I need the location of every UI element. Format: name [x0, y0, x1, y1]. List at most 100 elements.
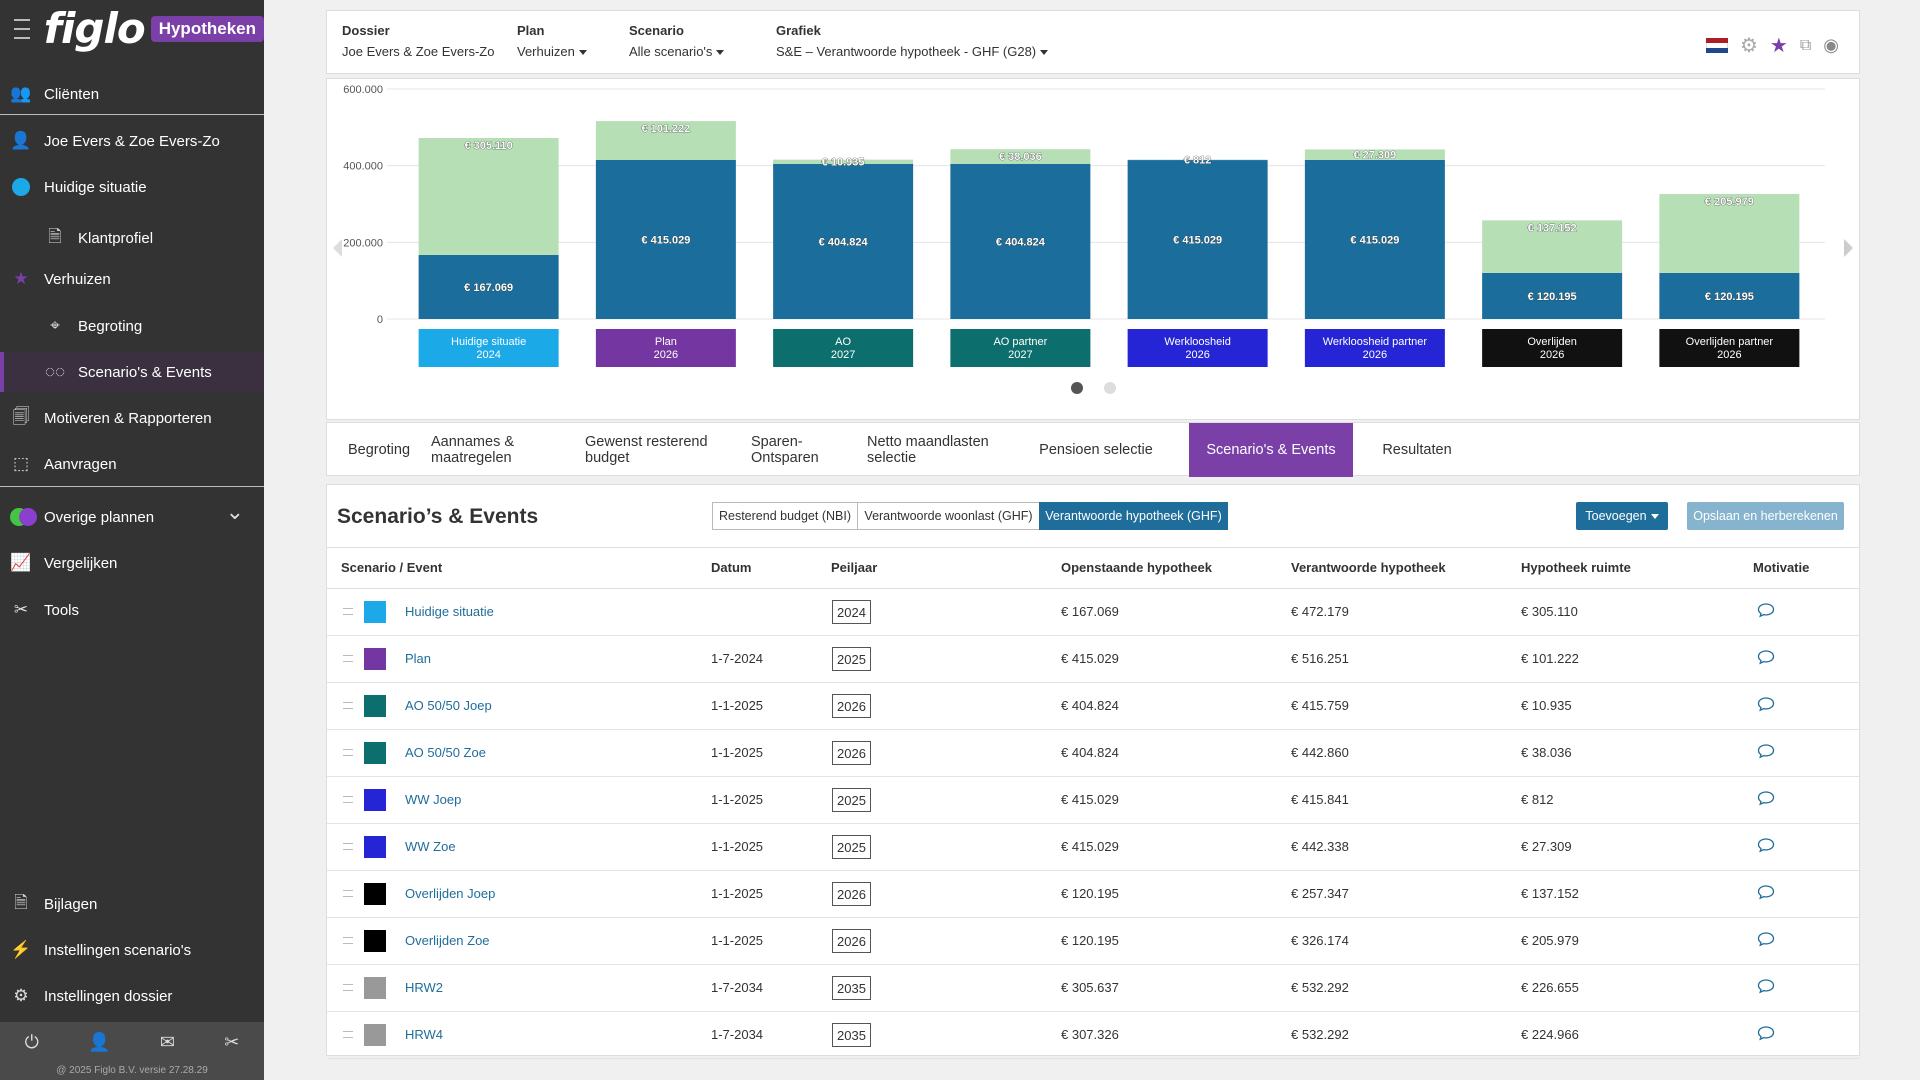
- table-row[interactable]: WW Zoe 1-1-2025 2025 € 415.029 € 442.338 € 27…: [327, 824, 1859, 871]
- table-row[interactable]: Plan 1-7-2024 2025 € 415.029 € 516.251 € 101.…: [327, 636, 1859, 683]
- add-button[interactable]: Toevoegen: [1576, 502, 1668, 530]
- scenario-name-link[interactable]: AO 50/50 Zoe: [405, 745, 486, 760]
- dutch-flag-icon[interactable]: [1705, 37, 1728, 54]
- tab-gewenst-resterend-budget[interactable]: Gewenst resterend budget: [585, 434, 708, 466]
- toggle-resterend-budget-nbi[interactable]: Resterend budget (NBI): [712, 502, 858, 530]
- tab-pensioen-selectie[interactable]: Pensioen selectie: [1039, 442, 1153, 458]
- sidebar-item-verhuizen[interactable]: ★ Verhuizen: [0, 259, 264, 299]
- scenario-name-link[interactable]: WW Joep: [405, 792, 462, 807]
- comment-icon[interactable]: [1757, 743, 1775, 759]
- comment-icon[interactable]: [1757, 602, 1775, 618]
- scenario-name-link[interactable]: WW Zoe: [405, 839, 456, 854]
- user-icon[interactable]: 👤: [88, 1031, 111, 1052]
- sidebar-item-instellingen-scenario-s[interactable]: ⚡ Instellingen scenario's: [0, 930, 264, 970]
- comment-icon[interactable]: [1757, 696, 1775, 712]
- grafiek-dropdown[interactable]: Grafiek S&E – Verantwoorde hypotheek - G…: [776, 23, 1049, 59]
- comment-icon[interactable]: [1757, 649, 1775, 665]
- tab-netto-maandlasten-selectie[interactable]: Netto maandlasten selectie: [867, 434, 989, 466]
- scenario-name-link[interactable]: AO 50/50 Joep: [405, 698, 492, 713]
- dossier-field[interactable]: Dossier Joe Evers & Zoe Evers-Zo: [342, 23, 494, 59]
- table-row[interactable]: WW Joep 1-1-2025 2025 € 415.029 € 415.841 € 8…: [327, 777, 1859, 824]
- toggle-verantwoorde-woonlast-ghf[interactable]: Verantwoorde woonlast (GHF): [857, 502, 1040, 530]
- tab-resultaten[interactable]: Resultaten: [1382, 442, 1452, 458]
- peiljaar-input[interactable]: 2026: [832, 694, 871, 718]
- carousel-right-arrow-icon[interactable]: [1844, 239, 1853, 257]
- gear-icon[interactable]: ⚙: [1739, 35, 1758, 57]
- power-icon[interactable]: ⏻: [24, 1031, 39, 1052]
- data-label: € 120.195: [1705, 291, 1754, 303]
- sidebar-item-huidige-situatie[interactable]: Huidige situatie: [0, 167, 264, 207]
- peiljaar-input[interactable]: 2026: [832, 929, 871, 953]
- toggle-verantwoorde-hypotheek-ghf[interactable]: Verantwoorde hypotheek (GHF): [1039, 502, 1228, 530]
- sidebar-item-cli-nten[interactable]: 👥 Cliënten: [0, 74, 264, 114]
- sidebar-item-instellingen-dossier[interactable]: ⚙ Instellingen dossier: [0, 976, 264, 1016]
- peiljaar-input[interactable]: 2035: [832, 976, 871, 1000]
- drag-handle-icon[interactable]: [343, 749, 353, 756]
- drag-handle-icon[interactable]: [343, 937, 353, 944]
- tab-begroting[interactable]: Begroting: [347, 442, 411, 458]
- save-recalculate-button[interactable]: Opslaan en herberekenen: [1687, 502, 1844, 530]
- comment-icon[interactable]: [1757, 884, 1775, 900]
- table-row[interactable]: HRW4 1-7-2034 2035 € 307.326 € 532.292 € 224.…: [327, 1012, 1859, 1059]
- drag-handle-icon[interactable]: [343, 890, 353, 897]
- carousel-left-arrow-icon[interactable]: [333, 239, 342, 257]
- drag-handle-icon[interactable]: [343, 984, 353, 991]
- drag-handle-icon[interactable]: [343, 843, 353, 850]
- drag-handle-icon[interactable]: [343, 608, 353, 615]
- peiljaar-input[interactable]: 2026: [832, 882, 871, 906]
- table-row[interactable]: Huidige situatie 2024 € 167.069 € 472.179 € …: [327, 589, 1859, 636]
- drag-handle-icon[interactable]: [343, 796, 353, 803]
- table-row[interactable]: Overlijden Joep 1-1-2025 2026 € 120.195 € 25…: [327, 871, 1859, 918]
- sidebar-item-tools[interactable]: ✂ Tools: [0, 590, 264, 630]
- drag-handle-icon[interactable]: [343, 1031, 353, 1038]
- scenario-name-link[interactable]: HRW4: [405, 1027, 444, 1042]
- user-icon: 👤: [10, 131, 32, 150]
- peiljaar-input[interactable]: 2025: [832, 647, 871, 671]
- scenario-label: Scenario: [629, 23, 684, 38]
- table-row[interactable]: AO 50/50 Zoe 1-1-2025 2026 € 404.824 € 442.8…: [327, 730, 1859, 777]
- comment-icon[interactable]: [1757, 1025, 1775, 1041]
- sidebar-item-vergelijken[interactable]: 📈 Vergelijken: [0, 543, 264, 583]
- menu-icon[interactable]: [14, 19, 30, 39]
- table-row[interactable]: AO 50/50 Joep 1-1-2025 2026 € 404.824 € 415.…: [327, 683, 1859, 730]
- table-row[interactable]: Overlijden Zoe 1-1-2025 2026 € 120.195 € 326…: [327, 918, 1859, 965]
- star-icon[interactable]: ★: [1769, 35, 1788, 57]
- tools-icon[interactable]: ✂: [224, 1031, 240, 1052]
- comment-icon[interactable]: [1757, 837, 1775, 853]
- scenario-name-link[interactable]: Plan: [405, 651, 432, 666]
- drag-handle-icon[interactable]: [343, 655, 353, 662]
- plan-dropdown[interactable]: Plan Verhuizen: [517, 23, 587, 59]
- comment-icon[interactable]: [1757, 978, 1775, 994]
- copy-icon[interactable]: ⧉: [1799, 36, 1812, 54]
- sidebar-item-klantprofiel[interactable]: 🗎 Klantprofiel: [0, 218, 264, 258]
- comment-icon[interactable]: [1757, 790, 1775, 806]
- category-label-box: [418, 329, 559, 367]
- sidebar-item-aanvragen[interactable]: ⬚ Aanvragen: [0, 444, 264, 484]
- drag-handle-icon[interactable]: [343, 702, 353, 709]
- sidebar-item-overige-plannen[interactable]: Overige plannen ⌄: [0, 497, 264, 537]
- peiljaar-input[interactable]: 2025: [832, 835, 871, 859]
- star-icon: ★: [13, 269, 29, 288]
- scenario-name-link[interactable]: Overlijden Joep: [405, 886, 496, 901]
- sidebar-item-joe-evers-zoe-evers-zo[interactable]: 👤 Joe Evers & Zoe Evers-Zo: [0, 121, 264, 161]
- scenario-name-link[interactable]: HRW2: [405, 980, 444, 995]
- eye-icon[interactable]: ◉: [1823, 35, 1839, 55]
- tab-sparen-ontsparen[interactable]: Sparen-Ontsparen: [751, 434, 819, 466]
- chevron-down-icon[interactable]: ⌄: [225, 499, 244, 524]
- peiljaar-input[interactable]: 2035: [832, 1023, 871, 1047]
- sidebar-item-scenario-s-events[interactable]: ◌◌ Scenario's & Events: [0, 352, 264, 392]
- tab-scenario-s-events[interactable]: Scenario's & Events: [1189, 423, 1353, 477]
- table-row[interactable]: HRW2 1-7-2034 2035 € 305.637 € 532.292 € 226.…: [327, 965, 1859, 1012]
- peiljaar-input[interactable]: 2026: [832, 741, 871, 765]
- sidebar-item-begroting[interactable]: ⌖ Begroting: [0, 306, 264, 346]
- sidebar-item-motiveren-rapporteren[interactable]: 🗐 Motiveren & Rapporteren: [0, 398, 264, 438]
- comment-icon[interactable]: [1757, 931, 1775, 947]
- scenario-name-link[interactable]: Huidige situatie: [405, 604, 494, 619]
- tab-aannames-maatregelen[interactable]: Aannames & maatregelen: [431, 434, 515, 466]
- scenario-name-link[interactable]: Overlijden Zoe: [405, 933, 490, 948]
- mail-icon[interactable]: ✉: [159, 1031, 175, 1052]
- peiljaar-input[interactable]: 2024: [832, 600, 871, 624]
- peiljaar-input[interactable]: 2025: [832, 788, 871, 812]
- scenario-dropdown[interactable]: Scenario Alle scenario's: [629, 23, 725, 59]
- sidebar-item-bijlagen[interactable]: 🗎 Bijlagen: [0, 884, 264, 924]
